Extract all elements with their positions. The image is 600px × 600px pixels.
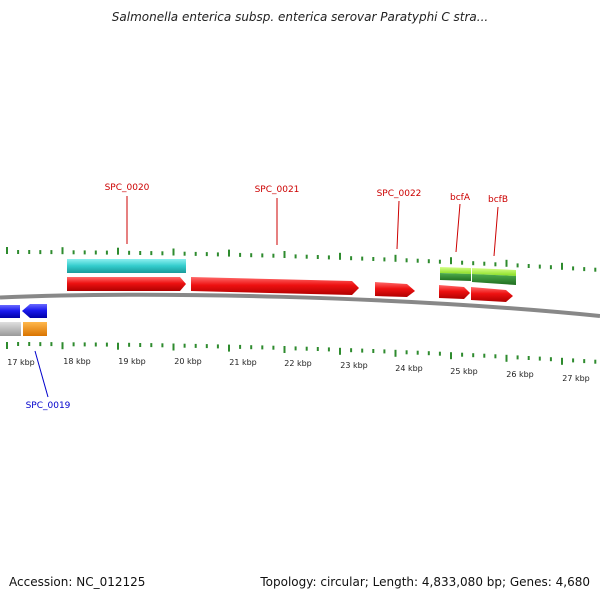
gene-arrow-bcfa[interactable] [439, 285, 470, 299]
kbp-label: 24 kbp [395, 364, 423, 373]
outer-tick-ring [6, 247, 597, 272]
gene-label-spc-0022[interactable]: SPC_0022 [377, 189, 422, 199]
leader-line-bcfb [493, 206, 499, 257]
gene-label-spc-0019[interactable]: SPC_0019 [26, 401, 71, 411]
gene-arrow-spc-0022[interactable] [375, 282, 415, 297]
gene-arrow-spc-0021[interactable] [191, 277, 359, 295]
cyan-feature-bar[interactable] [67, 259, 186, 273]
leader-line-bcfa [455, 203, 461, 253]
gene-label-spc-0021[interactable]: SPC_0021 [255, 185, 300, 195]
gene-arrow-left-partial[interactable] [0, 305, 20, 318]
dark-green-feature-bcfb[interactable] [472, 274, 516, 285]
accession-text: Accession: NC_012125 [9, 575, 146, 589]
kbp-label: 20 kbp [174, 357, 202, 366]
map-title: Salmonella enterica subsp. enterica sero… [111, 10, 489, 24]
gene-arrow-spc-0019[interactable] [22, 304, 47, 318]
gene-label-bcfa[interactable]: bcfA [450, 193, 471, 203]
kbp-label: 27 kbp [562, 374, 590, 383]
gene-label-bcfb[interactable]: bcfB [488, 195, 508, 205]
genome-summary-text: Topology: circular; Length: 4,833,080 bp… [260, 575, 590, 589]
kbp-label: 17 kbp [7, 358, 35, 367]
kbp-label: 22 kbp [284, 359, 312, 368]
light-green-feature-bcfb[interactable] [472, 268, 516, 276]
grey-feature-bar[interactable] [0, 322, 21, 336]
light-green-feature-bcfa[interactable] [440, 267, 471, 274]
kbp-label: 26 kbp [506, 370, 534, 379]
kbp-scale: 17 kbp 18 kbp 19 kbp 20 kbp 21 kbp 22 kb… [7, 357, 590, 383]
gene-label-spc-0020[interactable]: SPC_0020 [105, 183, 150, 193]
gene-arrow-spc-0020[interactable] [67, 277, 186, 291]
dark-green-feature-bcfa[interactable] [440, 273, 471, 281]
gene-labels: SPC_0020 SPC_0021 SPC_0022 bcfA bcfB SPC… [26, 183, 508, 411]
leader-line-spc-0022 [396, 200, 400, 250]
leader-line-spc-0019 [34, 350, 49, 398]
orange-feature-bar[interactable] [23, 322, 47, 336]
kbp-label: 21 kbp [229, 358, 257, 367]
kbp-label: 19 kbp [118, 357, 146, 366]
kbp-label: 25 kbp [450, 367, 478, 376]
kbp-label: 18 kbp [63, 357, 91, 366]
genome-backbone [0, 292, 600, 318]
gene-arrow-bcfb[interactable] [471, 287, 513, 302]
kbp-label: 23 kbp [340, 361, 368, 370]
inner-tick-ring [6, 342, 597, 365]
